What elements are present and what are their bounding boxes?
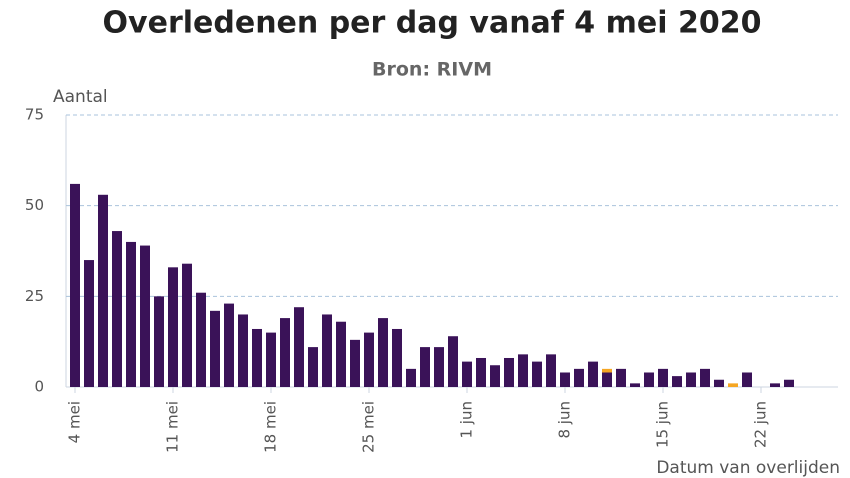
bar-segment — [546, 354, 556, 387]
bar-segment — [448, 336, 458, 387]
bar-segment — [392, 328, 402, 387]
bar-segment — [700, 368, 710, 387]
bar-segment — [322, 314, 332, 387]
y-tick-label: 50 — [25, 196, 44, 214]
bar-segment — [462, 361, 472, 387]
bar-segment — [434, 347, 444, 387]
bar-segment — [588, 361, 598, 387]
bar-segment — [770, 383, 780, 387]
bar-segment — [728, 383, 738, 387]
bar-segment — [224, 303, 234, 387]
y-tick-label: 75 — [25, 106, 44, 124]
bar-segment — [308, 347, 318, 387]
bar-segment — [112, 231, 122, 387]
bar-segment — [658, 368, 668, 387]
bar-segment — [560, 372, 570, 387]
bar-segment — [784, 379, 794, 387]
bar-segment — [280, 318, 290, 387]
x-tick-label: 18 mei — [262, 401, 280, 453]
bar-segment — [378, 318, 388, 387]
bar-segment — [602, 368, 612, 373]
x-tick-label: 11 mei — [164, 401, 182, 453]
x-tick-label: 1 jun — [458, 401, 476, 439]
bar-segment — [182, 263, 192, 387]
bar-segment — [350, 339, 360, 387]
bar-segment — [574, 368, 584, 387]
bar-segment — [714, 379, 724, 387]
bar-segment — [364, 332, 374, 387]
bar-segment — [602, 372, 612, 387]
bar-segment — [686, 372, 696, 387]
bar-segment — [630, 383, 640, 387]
bar-segment — [126, 241, 136, 387]
bar-segment — [252, 328, 262, 387]
bar-segment — [420, 347, 430, 387]
bar-segment — [336, 321, 346, 387]
x-tick-label: 8 jun — [556, 401, 574, 439]
x-axis-label: Datum van overlijden — [656, 458, 840, 478]
bar-segment — [518, 354, 528, 387]
y-tick-label: 0 — [34, 378, 44, 396]
x-tick-label: 4 mei — [66, 401, 84, 443]
bar-segment — [476, 357, 486, 387]
bar-segment — [616, 368, 626, 387]
bar-segment — [294, 307, 304, 387]
bar-segment — [98, 194, 108, 387]
bar-segment — [406, 368, 416, 387]
bar-segment — [210, 310, 220, 387]
bar-segment — [168, 267, 178, 387]
bar-segment — [84, 260, 94, 387]
chart-subtitle: Bron: RIVM — [372, 59, 492, 81]
bar-segment — [140, 245, 150, 387]
x-tick-label: 15 jun — [654, 401, 672, 448]
bar-segment — [154, 296, 164, 387]
bar-segment — [644, 372, 654, 387]
chart-title: Overledenen per dag vanaf 4 mei 2020 — [103, 6, 762, 41]
bar-segment — [238, 314, 248, 387]
bar-segment — [196, 292, 206, 387]
bar-segment — [742, 372, 752, 387]
bar-segment — [532, 361, 542, 387]
bar-segment — [504, 357, 514, 387]
bar-segment — [70, 183, 80, 387]
y-tick-label: 25 — [25, 287, 44, 305]
bar-segment — [266, 332, 276, 387]
x-tick-label: 25 mei — [360, 401, 378, 453]
bar-segment — [490, 365, 500, 387]
bar-segment — [672, 376, 682, 387]
y-axis-label: Aantal — [53, 87, 108, 107]
x-tick-label: 22 jun — [752, 401, 770, 448]
